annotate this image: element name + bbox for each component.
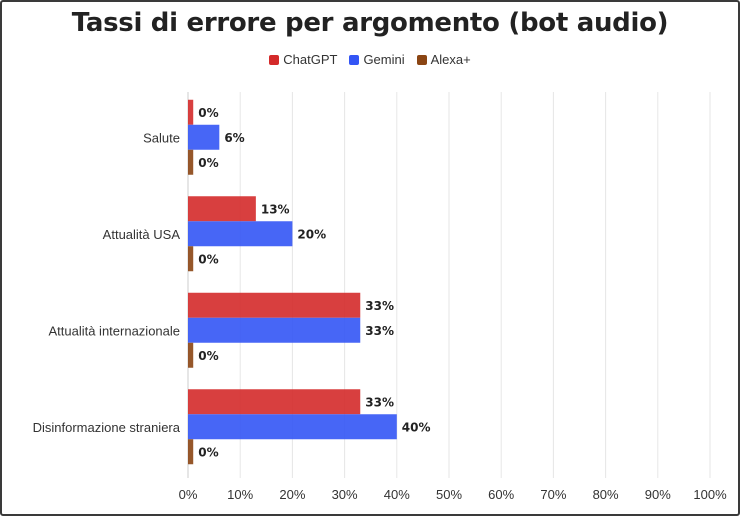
data-label: 0% [198,252,218,266]
category-label: Salute [143,130,180,145]
x-tick-label: 100% [693,487,727,502]
legend-swatch [416,54,427,65]
legend-label: Alexa+ [430,52,471,67]
bar-gemini [188,414,397,440]
legend-swatch [269,54,280,65]
bar-alexa [188,342,194,368]
data-label: 0% [198,445,218,459]
bar-chatgpt [188,389,361,415]
bar-alexa [188,246,194,272]
bar-alexa [188,149,194,175]
category-label: Attualità internazionale [48,323,180,338]
category-label: Disinformazione straniera [33,420,181,435]
bar-gemini [188,317,361,343]
legend-item-2: Alexa+ [416,52,471,67]
data-label: 0% [198,106,218,120]
chart-legend: ChatGPT Gemini Alexa+ [0,52,740,67]
bar-gemini [188,124,220,150]
bar-alexa [188,439,194,465]
chart-title: Tassi di errore per argomento (bot audio… [71,8,669,38]
bar-chatgpt [188,99,194,125]
x-tick-label: 40% [384,487,410,502]
data-label: 40% [402,420,431,434]
data-label: 33% [365,395,394,409]
data-label: 33% [365,324,394,338]
category-label: Attualità USA [103,227,181,242]
x-tick-label: 10% [227,487,253,502]
x-tick-label: 80% [593,487,619,502]
data-label: 6% [224,131,244,145]
legend-item-1: Gemini [349,52,405,67]
bar-chatgpt [188,292,361,318]
legend-label: Gemini [363,52,405,67]
legend-label: ChatGPT [283,52,338,67]
data-label: 13% [261,202,290,216]
x-tick-label: 0% [179,487,198,502]
x-tick-label: 60% [488,487,514,502]
x-tick-label: 70% [540,487,566,502]
data-label: 0% [198,349,218,363]
bar-chatgpt [188,196,256,222]
x-tick-label: 50% [436,487,462,502]
data-label: 0% [198,156,218,170]
data-label: 20% [297,227,326,241]
x-tick-label: 20% [279,487,305,502]
bar-gemini [188,221,293,247]
x-tick-label: 90% [645,487,671,502]
legend-item-0: ChatGPT [269,52,337,67]
legend-swatch [349,54,360,65]
data-label: 33% [365,299,394,313]
x-tick-label: 30% [332,487,358,502]
